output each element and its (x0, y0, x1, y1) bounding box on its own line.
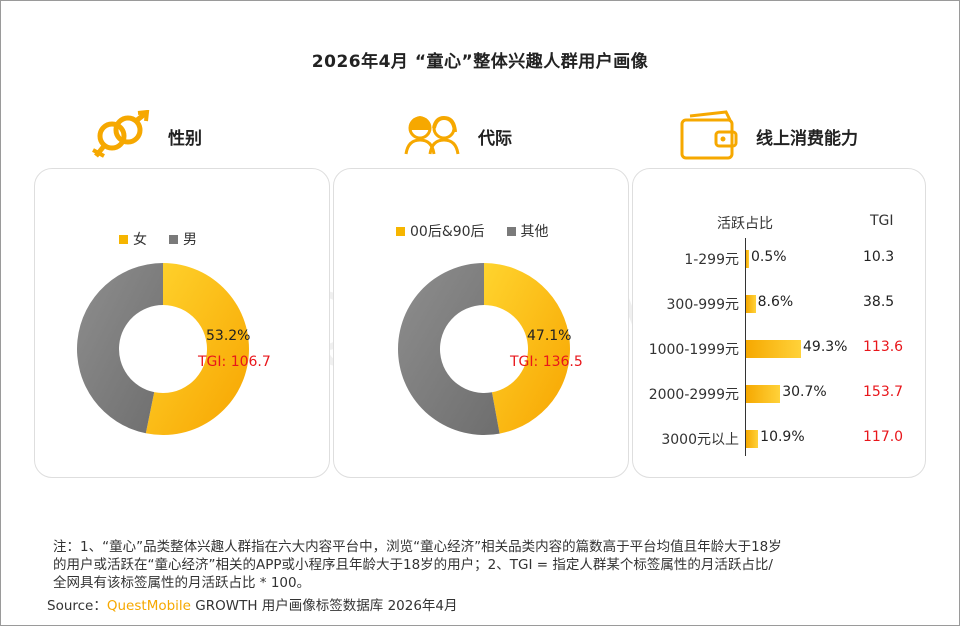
bar-tgi-label: 153.7 (863, 384, 904, 400)
generation-pct-label: 47.1% (527, 328, 572, 344)
gender-header: 性别 (90, 110, 202, 162)
gender-title: 性别 (168, 128, 202, 149)
bar-value-label: 10.9% (760, 429, 805, 445)
bar-row: 2000-2999元 30.7% 153.7 (633, 379, 923, 409)
bar-category-label: 3000元以上 (661, 432, 739, 448)
bar-row: 1000-1999元 49.3% 113.6 (633, 334, 923, 364)
gender-pct-label: 53.2% (206, 328, 251, 344)
col-header-active: 活跃占比 (717, 216, 773, 232)
legend-swatch-young (396, 226, 405, 236)
bar-category-label: 300-999元 (666, 297, 740, 313)
generation-card: 00后&90后 其他 47.1% TGI: 136.5 (333, 168, 629, 478)
generation-title: 代际 (478, 128, 512, 149)
gender-card: 女 男 53.2% TGI: 106.7 (34, 168, 330, 478)
bar-category-label: 2000-2999元 (648, 387, 739, 403)
donut-slice-female (145, 263, 250, 435)
spending-card: 活跃占比 TGI 1-299元 0.5% 10.3 300-999元 8.6% 38.5 1… (632, 168, 926, 478)
footnote-line-3: 全网具有该标签属性的月活跃占比 * 100。 (53, 575, 311, 591)
bar-category-label: 1-299元 (684, 252, 739, 268)
bar-value-label: 30.7% (782, 384, 827, 400)
legend-swatch-other (506, 226, 516, 236)
generation-legend: 00后&90后 其他 (396, 221, 571, 241)
gender-donut-chart (77, 263, 250, 435)
bar-tgi-label: 117.0 (863, 429, 904, 445)
source-rest: GROWTH 用户画像标签数据库 2026年4月 (190, 598, 458, 614)
bar-mark (746, 430, 759, 448)
legend-label-female: 女 (133, 232, 147, 248)
source-line: Source：QuestMobile GROWTH 用户画像标签数据库 2026… (47, 594, 458, 614)
bar-tgi-label: 38.5 (863, 294, 895, 310)
footnote-line-1: 注：1、“童心”品类整体兴趣人群指在六大内容平台中，浏览“童心经济”相关品类内容… (53, 539, 782, 555)
legend-label-male: 男 (183, 232, 197, 248)
bar-axis-line (745, 238, 746, 456)
source-brand: QuestMobile (106, 598, 191, 614)
donut-slice-other (397, 263, 500, 435)
donut-slice-male (77, 263, 163, 434)
footnote-line-2: 的用户或活跃在“童心经济”相关的APP或小程序且年龄大于18岁的用户；2、TGI… (53, 557, 773, 573)
bar-value-label: 8.6% (757, 294, 794, 310)
bar-tgi-label: 113.6 (863, 339, 904, 355)
wallet-icon (680, 110, 738, 160)
people-icon (404, 115, 460, 155)
generation-header: 代际 (400, 110, 512, 162)
gender-legend: 女 男 (119, 229, 219, 249)
donut-slice-young (484, 263, 570, 434)
bar-row: 3000元以上 10.9% 117.0 (633, 424, 923, 454)
legend-label-young: 00后&90后 (410, 224, 485, 240)
bar-value-label: 0.5% (751, 249, 787, 265)
bar-value-label: 49.3% (803, 339, 848, 355)
legend-swatch-male (169, 234, 178, 244)
legend-label-other: 其他 (520, 224, 549, 240)
spending-title: 线上消费能力 (756, 128, 858, 149)
footnote: 注：1、“童心”品类整体兴趣人群指在六大内容平台中，浏览“童心经济”相关品类内容… (53, 538, 913, 592)
bar-tgi-label: 10.3 (863, 249, 895, 265)
gender-symbols-icon (92, 110, 150, 158)
legend-swatch-female (119, 234, 128, 244)
bar-row: 1-299元 0.5% 10.3 (633, 244, 923, 274)
generation-tgi-label: TGI: 136.5 (510, 354, 583, 370)
bar-category-label: 1000-1999元 (648, 342, 739, 358)
bar-mark (746, 250, 749, 268)
legend-item-young: 00后&90后 (396, 221, 485, 241)
bar-mark (746, 340, 801, 358)
col-header-tgi: TGI (870, 213, 894, 229)
bar-mark (746, 385, 781, 403)
legend-item-other: 其他 (506, 221, 549, 241)
bar-row: 300-999元 8.6% 38.5 (633, 289, 923, 319)
legend-item-male: 男 (169, 229, 197, 249)
bar-mark (746, 295, 756, 313)
generation-donut-chart (397, 263, 570, 435)
page-title: 2026年4月 “童心”整体兴趣人群用户画像 (311, 52, 649, 72)
legend-item-female: 女 (119, 229, 147, 249)
spending-header: 线上消费能力 (678, 110, 858, 162)
gender-tgi-label: TGI: 106.7 (198, 354, 271, 370)
source-prefix: Source： (47, 598, 107, 614)
